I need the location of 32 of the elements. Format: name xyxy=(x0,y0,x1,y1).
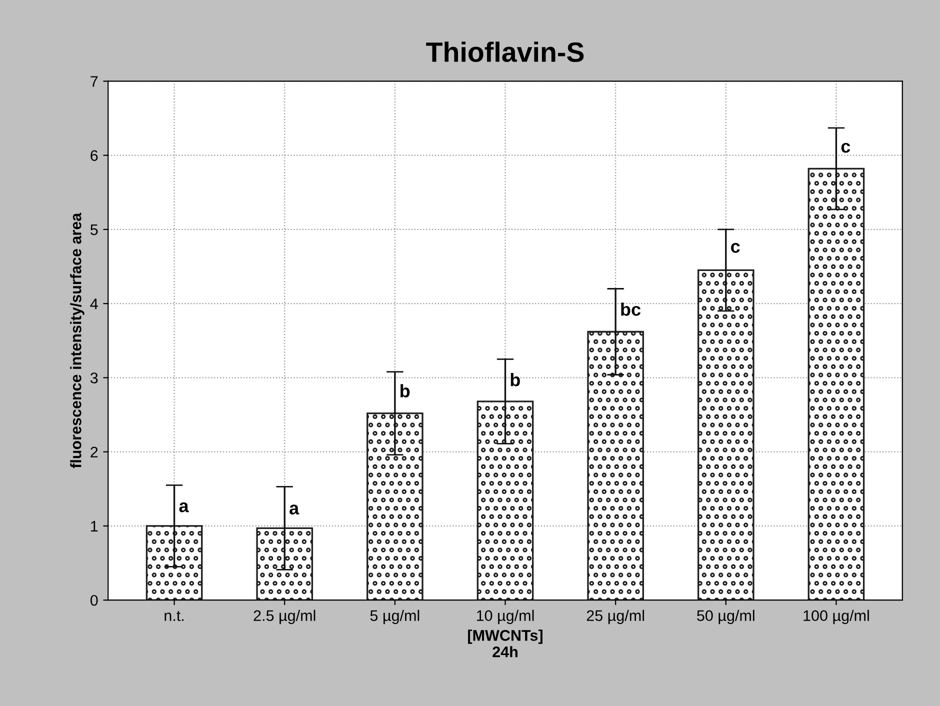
y-tick-label: 4 xyxy=(90,298,98,310)
y-axis-title: fluorescence intensity/surface area xyxy=(70,212,84,468)
x-tick-label: 100 µg/ml xyxy=(804,610,869,624)
y-tick-label: 0 xyxy=(90,594,98,606)
x-tick-label: 5 µg/ml xyxy=(370,610,420,624)
x-axis-title: [MWCNTs] 24h xyxy=(468,630,542,658)
bar xyxy=(146,525,203,600)
y-tick-label: 2 xyxy=(90,446,98,458)
chart-title: Thioflavin-S xyxy=(426,42,584,62)
x-tick-label: 25 µg/ml xyxy=(586,610,644,624)
x-tick-label: 10 µg/ml xyxy=(476,610,534,624)
y-tick-label: 1 xyxy=(91,520,98,532)
annotation: b xyxy=(510,373,520,386)
bar xyxy=(476,400,534,600)
bar xyxy=(587,330,644,600)
bar xyxy=(256,527,314,600)
annotation: bc xyxy=(621,302,641,316)
y-tick-label: 3 xyxy=(90,372,98,384)
annotation: c xyxy=(731,242,740,253)
bar xyxy=(697,269,754,600)
x-tick-label: 50 µg/ml xyxy=(697,610,754,624)
y-tick-label: 5 xyxy=(90,224,98,236)
annotation: c xyxy=(841,142,850,153)
bar xyxy=(808,168,865,600)
y-tick-label: 6 xyxy=(90,150,98,162)
annotation: a xyxy=(290,504,300,515)
x-tick-label: n.t. xyxy=(164,611,184,622)
y-tick-label: 7 xyxy=(90,76,98,87)
x-tick-label: 2.5 µg/ml xyxy=(254,610,316,624)
annotation: a xyxy=(179,502,189,512)
bar xyxy=(366,412,424,600)
annotation: b xyxy=(400,384,410,398)
